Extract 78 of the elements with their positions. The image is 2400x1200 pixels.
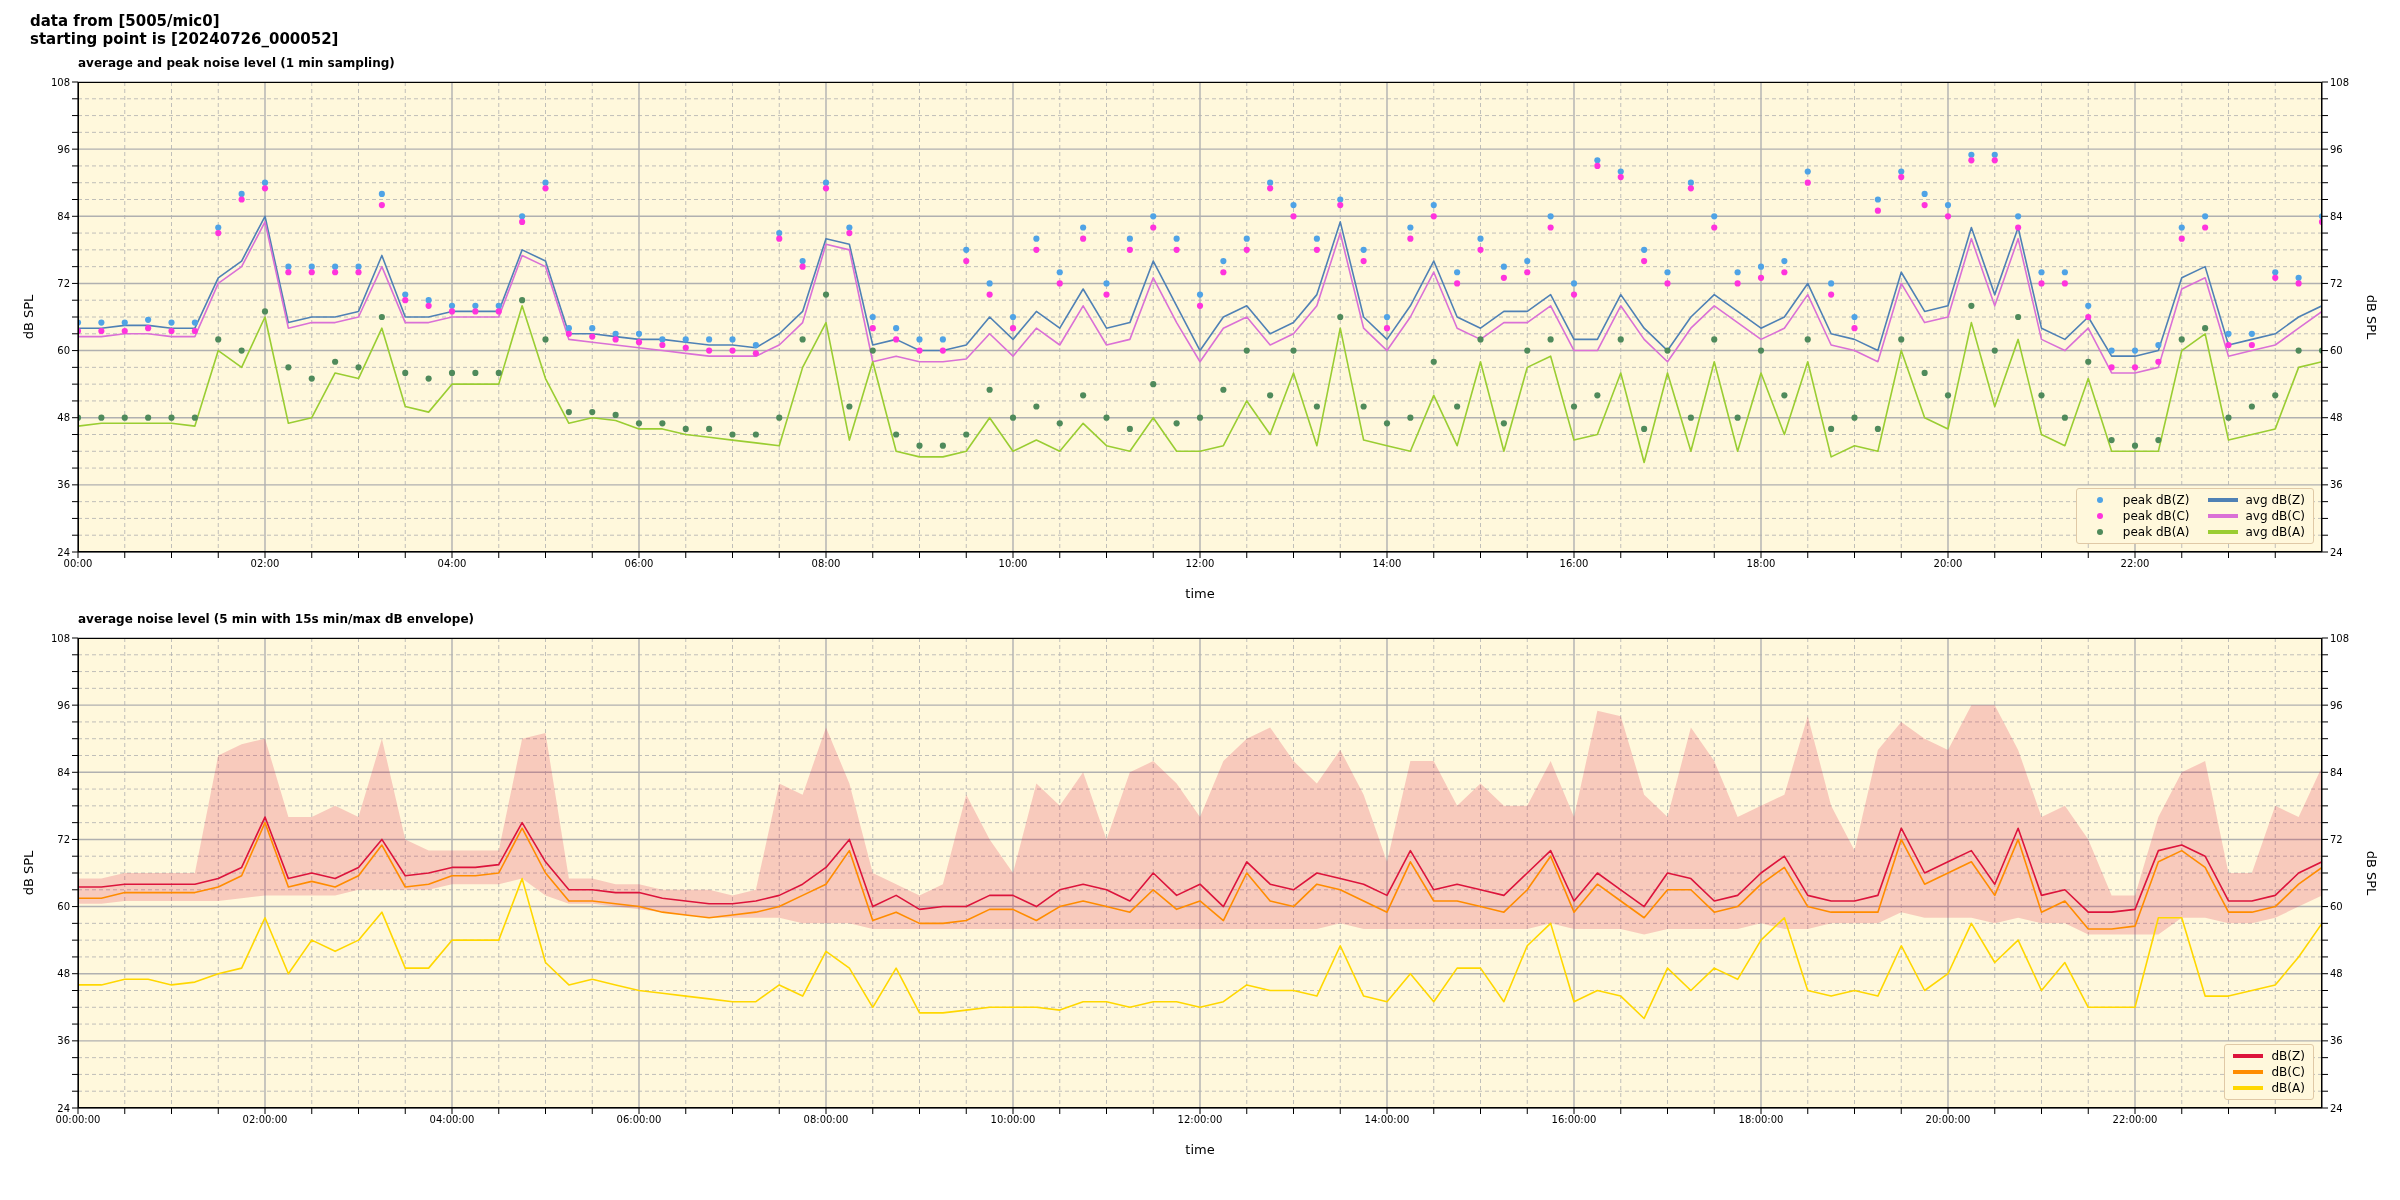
x-tick-label: 22:00 [2120, 558, 2150, 570]
x-tick-label: 08:00 [811, 558, 841, 570]
x-tick-label: 16:00 [1559, 558, 1589, 570]
y2-tick-label: 24 [2330, 546, 2343, 558]
legend-label: peak dB(C) [2122, 509, 2190, 523]
x-tick-label: 08:00:00 [803, 1114, 849, 1126]
legend-label: avg dB(C) [2245, 509, 2305, 523]
y-axis-title: dB SPL [20, 293, 36, 340]
legend-label: peak dB(A) [2122, 525, 2190, 539]
y2-axis-title: dB SPL [2364, 294, 2380, 341]
y-tick-label: 60 [57, 345, 70, 357]
legend-label: peak dB(Z) [2122, 493, 2190, 507]
y2-tick-label: 60 [2330, 345, 2343, 357]
x-tick-label: 18:00 [1746, 558, 1776, 570]
y2-tick-label: 108 [2330, 632, 2350, 644]
y-tick-label: 96 [57, 143, 70, 155]
y-axis-title: dB SPL [20, 849, 36, 896]
y-tick-label: 84 [57, 766, 70, 778]
y2-tick-label: 36 [2330, 1035, 2343, 1047]
y-tick-label: 72 [57, 277, 70, 289]
line-series [78, 821, 2322, 930]
y2-tick-label: 48 [2330, 412, 2343, 424]
y2-tick-label: 36 [2330, 479, 2343, 491]
y-tick-label: 36 [57, 1035, 70, 1047]
x-tick-label: 18:00:00 [1738, 1114, 1784, 1126]
y-tick-label: 96 [57, 699, 70, 711]
x-tick-label: 22:00:00 [2112, 1114, 2158, 1126]
y2-tick-label: 24 [2330, 1102, 2343, 1114]
x-tick-label: 04:00 [437, 558, 467, 570]
y2-tick-label: 96 [2330, 699, 2343, 711]
x-tick-label: 10:00:00 [990, 1114, 1036, 1126]
legend-label: avg dB(Z) [2245, 493, 2305, 507]
y2-tick-label: 60 [2330, 901, 2343, 913]
y-tick-label: 72 [57, 833, 70, 845]
y2-tick-label: 72 [2330, 833, 2343, 845]
y2-axis-title: dB SPL [2364, 850, 2380, 897]
legend-label: dB(C) [2271, 1065, 2305, 1079]
x-tick-label: 14:00 [1372, 558, 1402, 570]
y-tick-label: 36 [57, 479, 70, 491]
text: starting point is [20240726_000052] [30, 30, 340, 48]
x-tick-label: 12:00:00 [1177, 1114, 1223, 1126]
legend-label: dB(A) [2271, 1081, 2305, 1095]
legend-label: dB(Z) [2271, 1049, 2305, 1063]
y-tick-label: 60 [57, 901, 70, 913]
y-tick-label: 108 [50, 76, 70, 88]
y-tick-label: 84 [57, 210, 70, 222]
y2-tick-label: 48 [2330, 968, 2343, 980]
chart-title: average noise level (5 min with 15s min/max dB envelope) [77, 612, 476, 628]
x-tick-label: 00:00 [63, 558, 93, 570]
y2-tick-label: 72 [2330, 277, 2343, 289]
x-axis-title: time [1185, 586, 1215, 601]
legend-label: avg dB(A) [2245, 525, 2305, 539]
y2-tick-label: 108 [2330, 76, 2350, 88]
x-tick-label: 00:00:00 [55, 1114, 101, 1126]
y-tick-label: 108 [50, 632, 70, 644]
x-axis-title: time [1185, 1142, 1215, 1157]
y-tick-label: 24 [57, 1102, 70, 1114]
x-tick-label: 16:00:00 [1551, 1114, 1597, 1126]
x-tick-label: 20:00:00 [1925, 1114, 1971, 1126]
x-tick-label: 04:00:00 [429, 1114, 475, 1126]
x-tick-label: 12:00 [1185, 558, 1215, 570]
x-tick-label: 02:00 [250, 558, 280, 570]
x-tick-label: 02:00:00 [242, 1114, 288, 1126]
x-tick-label: 20:00 [1933, 558, 1963, 570]
y2-tick-label: 96 [2330, 143, 2343, 155]
text: data from [5005/mic0] [30, 12, 221, 30]
line-series [78, 877, 2322, 1020]
y-tick-label: 48 [57, 968, 70, 980]
y-tick-label: 48 [57, 412, 70, 424]
y2-tick-label: 84 [2330, 210, 2343, 222]
y-tick-label: 24 [57, 546, 70, 558]
line-series [78, 816, 2322, 913]
x-tick-label: 10:00 [998, 558, 1028, 570]
x-tick-label: 14:00:00 [1364, 1114, 1410, 1126]
x-tick-label: 06:00:00 [616, 1114, 662, 1126]
chart-title: average and peak noise level (1 min sampling) [77, 56, 396, 72]
y2-tick-label: 84 [2330, 766, 2343, 778]
x-tick-label: 06:00 [624, 558, 654, 570]
